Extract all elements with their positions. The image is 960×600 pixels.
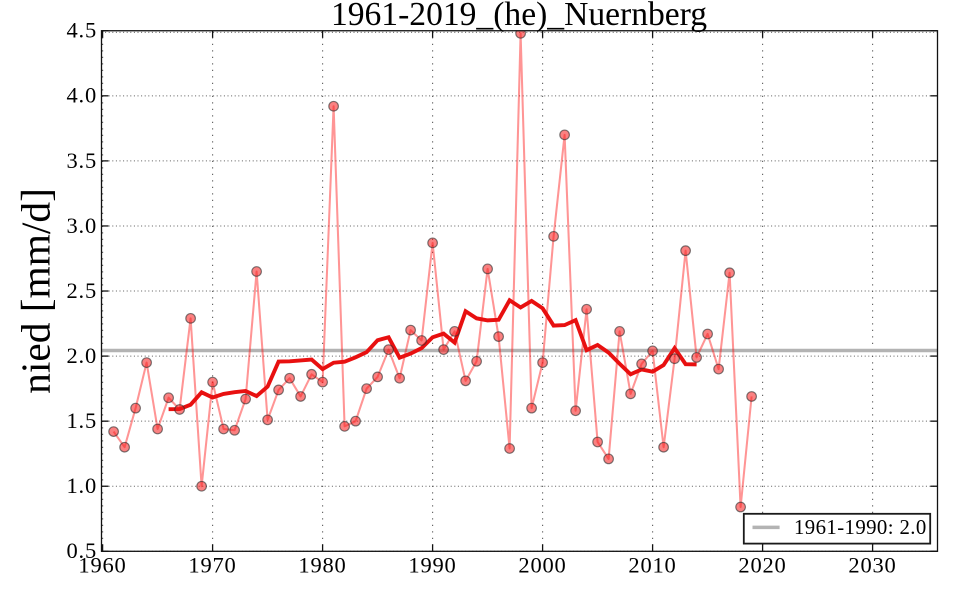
svg-text:1960: 1960 bbox=[78, 552, 126, 577]
svg-text:0.5: 0.5 bbox=[66, 538, 97, 563]
svg-text:2.5: 2.5 bbox=[66, 278, 97, 303]
svg-text:4.0: 4.0 bbox=[66, 83, 97, 108]
svg-text:2.0: 2.0 bbox=[66, 343, 97, 368]
svg-text:2020: 2020 bbox=[738, 552, 786, 577]
svg-text:2010: 2010 bbox=[628, 552, 676, 577]
svg-text:1961-2019_(he)_Nuernberg: 1961-2019_(he)_Nuernberg bbox=[331, 0, 707, 33]
svg-text:2000: 2000 bbox=[518, 552, 566, 577]
svg-text:2030: 2030 bbox=[848, 552, 896, 577]
svg-text:3.0: 3.0 bbox=[66, 213, 97, 238]
svg-text:1980: 1980 bbox=[298, 552, 346, 577]
svg-text:1961-1990: 2.0: 1961-1990: 2.0 bbox=[794, 516, 927, 539]
svg-text:4.5: 4.5 bbox=[66, 18, 97, 43]
svg-text:1970: 1970 bbox=[188, 552, 236, 577]
svg-text:1990: 1990 bbox=[408, 552, 456, 577]
svg-text:3.5: 3.5 bbox=[66, 148, 97, 173]
svg-text:1.0: 1.0 bbox=[66, 473, 97, 498]
svg-text:nied [mm/d]: nied [mm/d] bbox=[13, 188, 59, 394]
svg-text:1.5: 1.5 bbox=[66, 408, 97, 433]
